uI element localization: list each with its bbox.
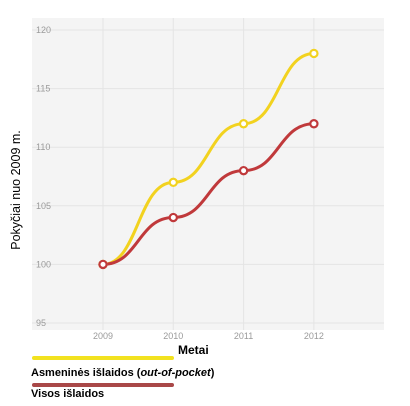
y-tick-label: 115: [36, 84, 50, 94]
y-axis-label: Pokyčiai nuo 2009 m.: [6, 100, 26, 280]
x-tick-label: 2011: [234, 331, 253, 341]
series-line-2: [101, 122, 316, 266]
plot-area: [32, 18, 384, 330]
y-tick-label: 120: [36, 25, 51, 35]
data-point: [309, 119, 319, 129]
data-point: [309, 48, 319, 59]
y-axis-label-text: Pokyčiai nuo 2009 m.: [9, 130, 23, 250]
x-axis-label: Metai: [178, 343, 209, 357]
series-line-1: [101, 51, 316, 266]
data-point: [98, 259, 108, 270]
legend-label-total: Visos išlaidos: [31, 388, 105, 400]
x-tick-label: 2010: [163, 331, 183, 341]
legend-label-out-of-pocket: Asmeninės išlaidos (out-of-pocket): [31, 367, 215, 379]
y-tick-label: 100: [36, 259, 51, 269]
legend-swatch-total: [32, 383, 174, 387]
data-point: [168, 177, 178, 188]
y-tick-label: 95: [36, 318, 46, 328]
y-tick-label: 110: [36, 142, 50, 152]
data-point: [238, 119, 249, 129]
data-point: [238, 165, 249, 176]
legend-swatch-out-of-pocket: [32, 356, 174, 360]
y-tick-label: 105: [36, 201, 51, 211]
x-tick-label: 2012: [304, 331, 324, 341]
x-tick-label: 2009: [93, 331, 113, 341]
data-point: [168, 212, 178, 223]
